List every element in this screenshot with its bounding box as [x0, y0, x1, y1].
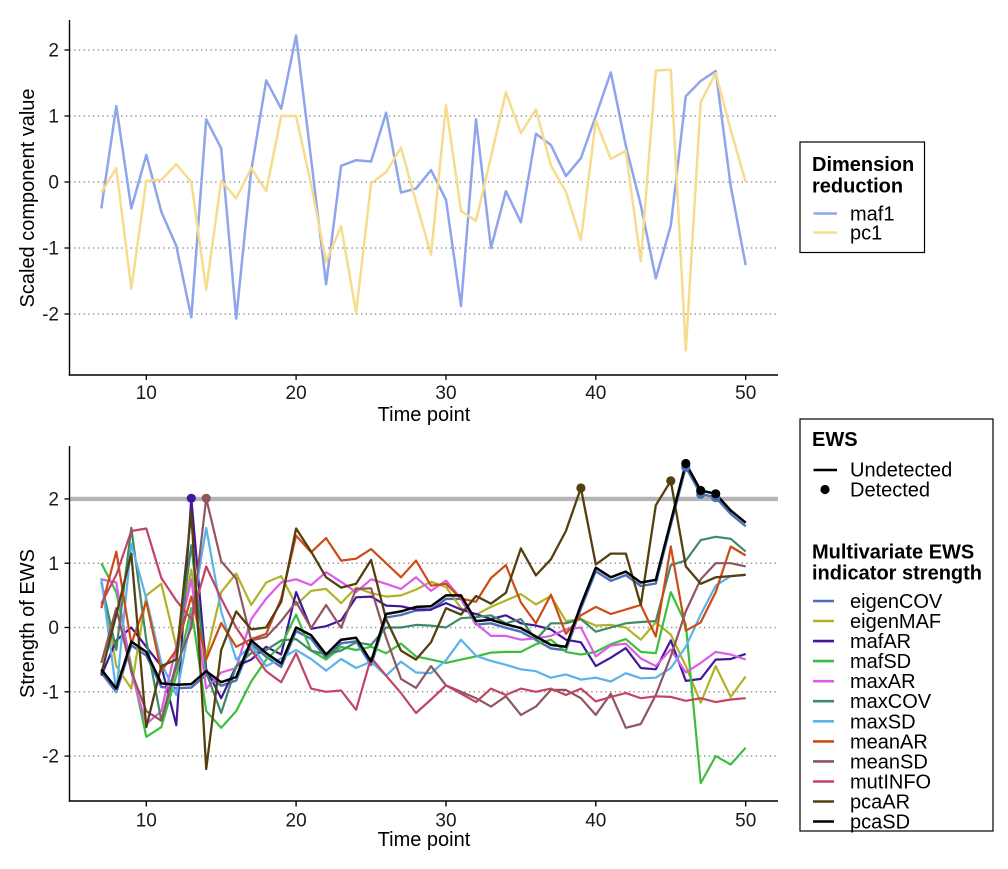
svg-text:eigenMAF: eigenMAF: [850, 611, 941, 633]
svg-text:pcaAR: pcaAR: [850, 792, 910, 814]
svg-text:pcaSD: pcaSD: [850, 812, 910, 834]
svg-text:30: 30: [435, 383, 456, 404]
svg-text:Detected: Detected: [850, 480, 930, 502]
svg-text:Strength of EWS: Strength of EWS: [17, 549, 39, 698]
svg-text:2: 2: [48, 41, 59, 62]
svg-text:meanAR: meanAR: [850, 731, 928, 753]
svg-text:-2: -2: [42, 305, 59, 326]
svg-text:Undetected: Undetected: [850, 460, 952, 482]
svg-text:20: 20: [286, 383, 307, 404]
svg-text:30: 30: [435, 811, 456, 832]
svg-text:40: 40: [585, 383, 606, 404]
svg-text:mafSD: mafSD: [850, 651, 911, 673]
svg-text:Scaled component value: Scaled component value: [17, 88, 39, 307]
svg-text:maxAR: maxAR: [850, 671, 916, 693]
svg-text:0: 0: [48, 173, 59, 194]
svg-text:20: 20: [286, 811, 307, 832]
svg-text:2: 2: [48, 490, 59, 511]
svg-text:indicator strength: indicator strength: [812, 563, 982, 585]
svg-text:meanSD: meanSD: [850, 751, 928, 773]
svg-text:maf1: maf1: [850, 204, 894, 226]
svg-text:-2: -2: [42, 747, 59, 768]
svg-text:50: 50: [735, 383, 756, 404]
svg-text:-1: -1: [42, 682, 59, 703]
svg-text:Time point: Time point: [378, 404, 471, 426]
svg-text:40: 40: [585, 811, 606, 832]
svg-text:reduction: reduction: [812, 176, 903, 198]
svg-text:EWS: EWS: [812, 429, 858, 451]
svg-text:1: 1: [48, 554, 59, 575]
svg-text:maxCOV: maxCOV: [850, 691, 932, 713]
svg-text:eigenCOV: eigenCOV: [850, 591, 943, 613]
svg-text:10: 10: [136, 383, 157, 404]
svg-text:mutINFO: mutINFO: [850, 772, 931, 794]
svg-text:1: 1: [48, 107, 59, 128]
svg-text:Multivariate EWS: Multivariate EWS: [812, 542, 974, 564]
svg-text:50: 50: [735, 811, 756, 832]
svg-text:Time point: Time point: [378, 829, 471, 851]
svg-text:-1: -1: [42, 239, 59, 260]
svg-text:0: 0: [48, 618, 59, 639]
svg-text:10: 10: [136, 811, 157, 832]
svg-text:pc1: pc1: [850, 223, 882, 245]
svg-text:maxSD: maxSD: [850, 711, 916, 733]
svg-text:Dimension: Dimension: [812, 154, 914, 176]
svg-text:mafAR: mafAR: [850, 631, 911, 653]
